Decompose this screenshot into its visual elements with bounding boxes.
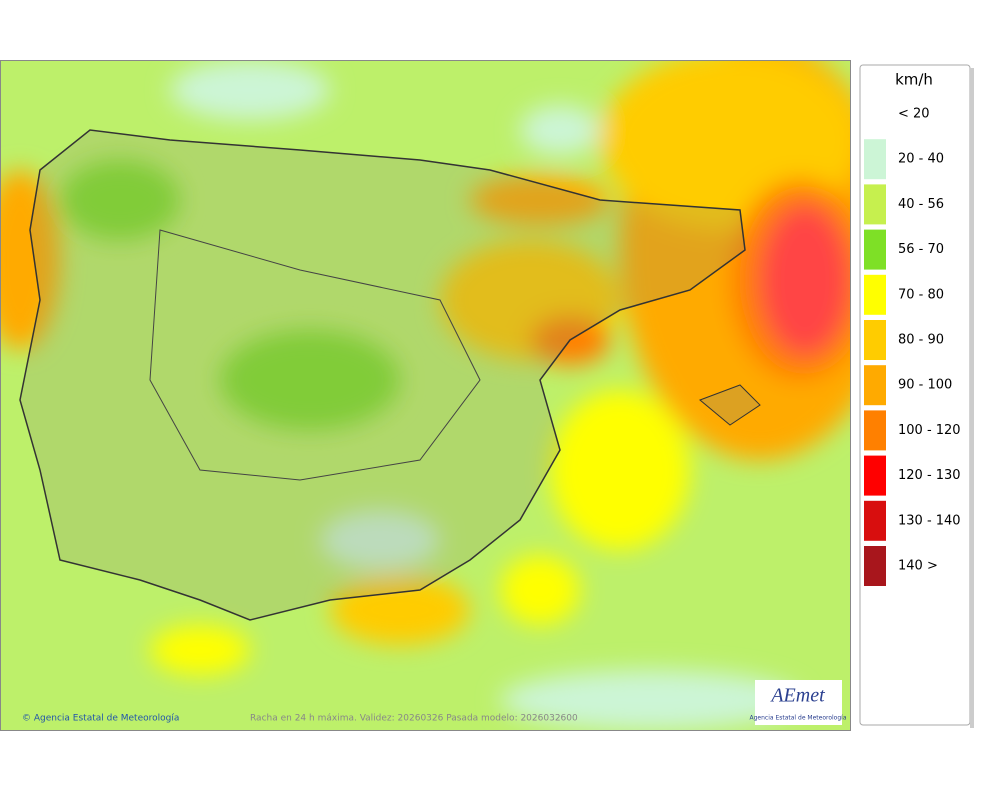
map-frame xyxy=(0,60,851,731)
legend-label: 140 > xyxy=(898,559,938,574)
logo-box xyxy=(755,680,842,725)
map: © Agencia Estatal de Meteorología Racha … xyxy=(0,60,850,730)
legend-swatch xyxy=(864,320,886,360)
logo-subtitle: Agencia Estatal de Meteorología xyxy=(750,715,847,722)
legend-swatch xyxy=(864,365,886,406)
island xyxy=(699,384,761,426)
legend-shadow xyxy=(970,68,974,728)
legend-swatch xyxy=(864,455,886,496)
legend-swatch xyxy=(864,139,886,180)
legend-label: 100 - 120 xyxy=(898,423,961,438)
legend-swatch xyxy=(864,274,886,315)
legend-label: 90 - 100 xyxy=(898,378,952,393)
caption: Racha en 24 h máxima. Validez: 20260326 … xyxy=(250,714,578,724)
legend-swatch xyxy=(864,184,886,225)
legend-title: km/h xyxy=(895,71,933,89)
legend-label: < 20 xyxy=(898,107,930,122)
legend-label: 80 - 90 xyxy=(898,333,944,348)
region-borders xyxy=(149,229,481,481)
legend-label: 20 - 40 xyxy=(898,152,944,167)
logo: AEmet xyxy=(769,685,825,707)
iberia-outline xyxy=(19,129,746,621)
legend-swatch xyxy=(864,410,886,451)
legend-label: 40 - 56 xyxy=(898,197,944,212)
legend-label: 70 - 80 xyxy=(898,287,944,302)
legend-label: 56 - 70 xyxy=(898,242,944,257)
legend-swatch xyxy=(864,229,886,270)
legend-label: 120 - 130 xyxy=(898,468,961,483)
legend-label: 130 - 140 xyxy=(898,513,961,528)
legend-swatch xyxy=(864,546,886,586)
copyright: © Agencia Estatal de Meteorología xyxy=(22,714,179,724)
legend-swatch xyxy=(864,500,886,541)
